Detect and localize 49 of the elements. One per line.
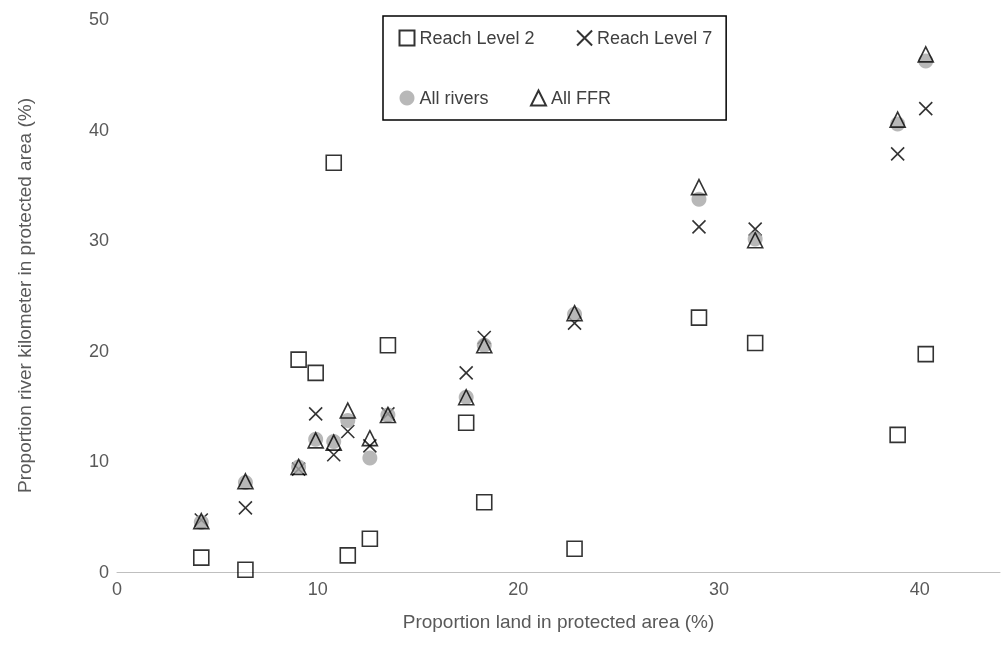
point — [691, 219, 707, 235]
point — [237, 561, 254, 579]
point — [361, 429, 379, 447]
point — [457, 414, 475, 431]
point — [917, 345, 935, 363]
point — [326, 447, 342, 463]
x-tick-label: 30 — [709, 579, 730, 599]
point — [746, 334, 764, 352]
x-tick-label: 10 — [307, 579, 328, 599]
point — [917, 46, 935, 63]
point — [339, 402, 357, 419]
point — [889, 111, 906, 128]
legend-label: All FFR — [551, 88, 611, 108]
x-tick-label: 0 — [111, 579, 123, 599]
point — [290, 351, 307, 368]
point — [458, 365, 474, 381]
point — [918, 101, 934, 116]
point — [889, 426, 906, 444]
point — [747, 221, 763, 237]
point — [362, 450, 378, 466]
point — [475, 494, 493, 511]
point — [890, 146, 905, 162]
point — [566, 540, 583, 558]
x-tick-label: 20 — [508, 579, 529, 599]
point — [192, 549, 210, 566]
x-tick-label: 40 — [909, 579, 930, 599]
point — [361, 530, 379, 548]
y-tick-label: 20 — [88, 340, 109, 361]
y-tick-label: 50 — [88, 9, 109, 29]
y-tick-label: 10 — [88, 451, 109, 472]
y-axis-title: Proportion river kilometer in protected area (%) — [14, 98, 35, 493]
point — [325, 154, 343, 172]
y-tick-label: 0 — [98, 562, 109, 582]
point — [379, 336, 397, 354]
point — [340, 424, 356, 439]
y-tick-label: 30 — [88, 230, 109, 251]
legend-label: All rivers — [419, 88, 489, 108]
legend-label: Reach Level 7 — [597, 28, 713, 48]
point — [238, 500, 253, 516]
point — [690, 309, 708, 326]
point — [308, 406, 323, 422]
y-tick-label: 40 — [88, 119, 109, 140]
legend-label: Reach Level 2 — [419, 28, 535, 48]
point — [339, 547, 357, 564]
point — [307, 364, 324, 382]
x-axis-title: Proportion land in protected area (%) — [402, 611, 715, 632]
point — [691, 191, 707, 207]
point — [362, 438, 378, 454]
point — [690, 178, 708, 196]
